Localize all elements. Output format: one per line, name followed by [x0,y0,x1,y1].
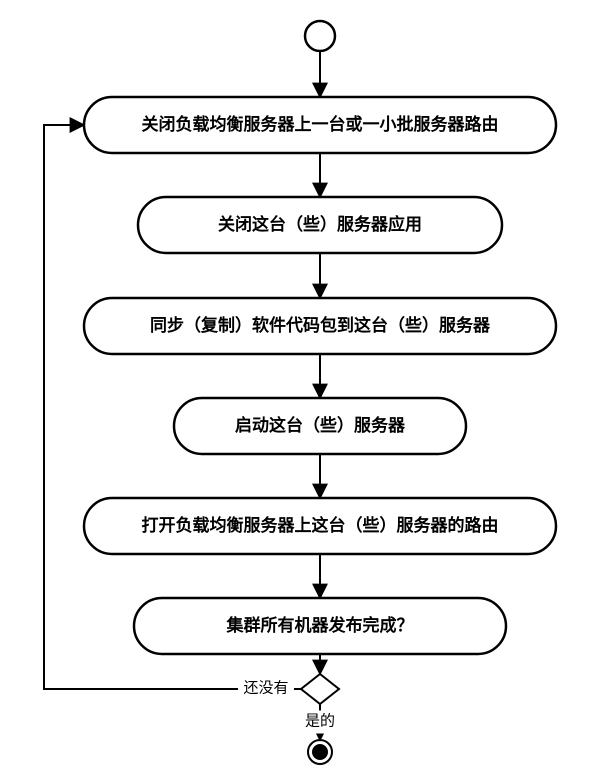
edge-label-dec-end: 是的 [305,712,335,729]
flowchart-diagram: 是的还没有 关闭负载均衡服务器上一台或一小批服务器路由关闭这台（些）服务器应用同步… [0,0,612,769]
edge-label-dec-n1: 还没有 [243,679,288,696]
node-end-inner [312,744,328,760]
node-n6-label: 集群所有机器发布完成？ [226,615,414,635]
node-n2-label: 关闭这台（些）服务器应用 [218,214,422,234]
node-n1-label: 关闭负载均衡服务器上一台或一小批服务器路由 [142,114,499,134]
node-n5-label: 打开负载均衡服务器上这台（些）服务器的路由 [142,515,499,535]
node-n4-label: 启动这台（些）服务器 [235,415,406,435]
node-dec [301,674,339,704]
node-start [305,21,335,51]
node-n3-label: 同步（复制）软件代码包到这台（些）服务器 [150,315,491,335]
